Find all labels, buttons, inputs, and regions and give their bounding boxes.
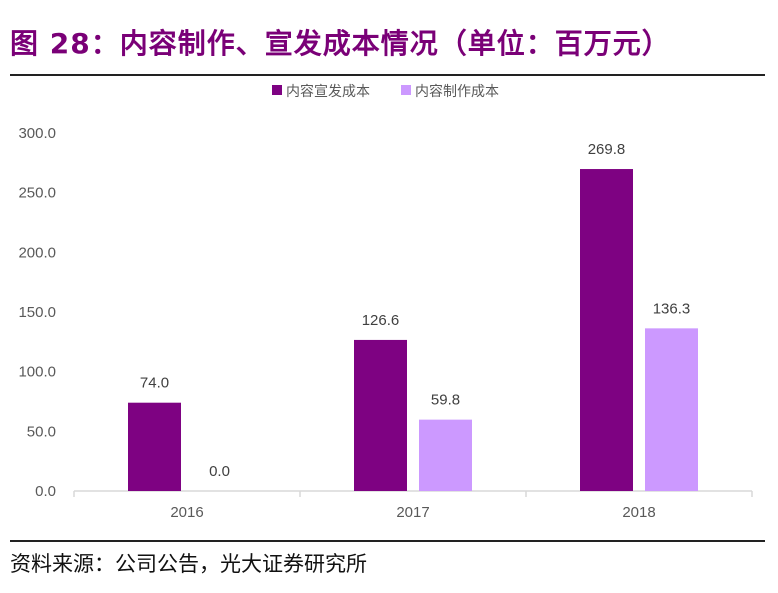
y-tick-label: 200.0 bbox=[18, 244, 56, 261]
title-rule bbox=[10, 74, 765, 76]
legend-swatch bbox=[272, 85, 282, 95]
y-tick-label: 50.0 bbox=[27, 423, 56, 440]
source-rule bbox=[10, 540, 765, 542]
y-tick-label: 150.0 bbox=[18, 304, 56, 321]
bar-内容宣发成本-2016 bbox=[128, 402, 181, 491]
bar-内容制作成本-2018 bbox=[645, 328, 698, 491]
legend-swatch bbox=[401, 85, 411, 95]
data-label: 136.3 bbox=[653, 300, 691, 317]
source-note: 资料来源：公司公告，光大证券研究所 bbox=[10, 552, 367, 576]
data-label: 269.8 bbox=[588, 141, 626, 158]
y-tick-label: 300.0 bbox=[18, 125, 56, 142]
x-tick-label: 2018 bbox=[622, 504, 655, 521]
figure-title: 图 28：内容制作、宣发成本情况（单位：百万元） bbox=[10, 27, 671, 60]
y-tick-label: 250.0 bbox=[18, 185, 56, 202]
data-label: 126.6 bbox=[362, 312, 400, 329]
data-label: 0.0 bbox=[209, 463, 230, 480]
bar-内容宣发成本-2017 bbox=[354, 339, 407, 491]
data-label: 74.0 bbox=[140, 375, 169, 392]
x-tick-label: 2017 bbox=[396, 504, 429, 521]
x-tick-label: 2016 bbox=[170, 504, 203, 521]
bar-内容宣发成本-2018 bbox=[580, 169, 633, 491]
bar-内容制作成本-2017 bbox=[419, 419, 472, 491]
y-tick-label: 0.0 bbox=[35, 483, 56, 500]
legend-label: 内容宣发成本 bbox=[286, 83, 370, 99]
y-tick-label: 100.0 bbox=[18, 364, 56, 381]
legend-label: 内容制作成本 bbox=[415, 83, 499, 99]
bar-chart: 0.0 50.0 100.0 150.0 200.0 250.0 300.0 74.0 0.0 2… bbox=[18, 83, 753, 521]
data-label: 59.8 bbox=[431, 392, 460, 409]
